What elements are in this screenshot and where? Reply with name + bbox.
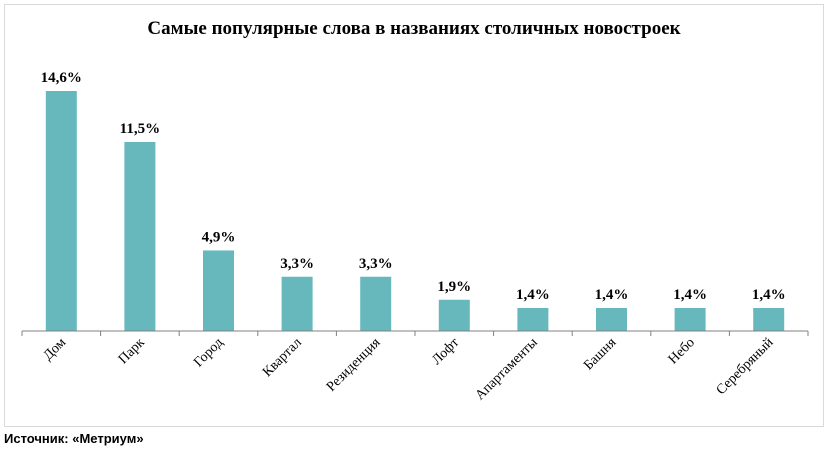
data-label: 1,9% (437, 279, 471, 295)
x-tick-label: Небо (666, 335, 698, 367)
bar (124, 141, 156, 331)
data-label: 4,9% (202, 229, 236, 245)
bar (596, 307, 627, 331)
x-tick-label: Лофт (429, 335, 462, 368)
data-label: 3,3% (359, 256, 393, 272)
x-tick-label: Город (191, 335, 226, 370)
x-tick-label: Апартаменты (473, 335, 541, 403)
x-tick-label: Дом (41, 335, 69, 363)
chart-title: Самые популярные слова в названиях столи… (147, 18, 681, 39)
x-tick-label: Парк (116, 335, 148, 367)
data-label: 1,4% (516, 287, 550, 303)
data-label: 1,4% (673, 287, 707, 303)
bar (45, 91, 77, 331)
data-label: 1,4% (752, 287, 786, 303)
x-tick-label: Резиденция (324, 335, 384, 395)
x-tick-label: Квартал (260, 335, 305, 380)
bar (674, 307, 706, 331)
x-tick-label: Башня (581, 335, 620, 374)
data-label: 1,4% (595, 287, 629, 303)
bar (753, 307, 785, 331)
bar (360, 276, 392, 331)
x-tick-label: Серебряный (714, 335, 777, 398)
source-note: Источник: «Метриум» (4, 431, 144, 446)
data-label: 3,3% (280, 256, 314, 272)
bar (517, 307, 549, 331)
bar (281, 276, 313, 331)
bar (203, 250, 234, 331)
data-label: 14,6% (41, 70, 82, 86)
bar (438, 299, 470, 331)
data-label: 11,5% (120, 121, 160, 137)
